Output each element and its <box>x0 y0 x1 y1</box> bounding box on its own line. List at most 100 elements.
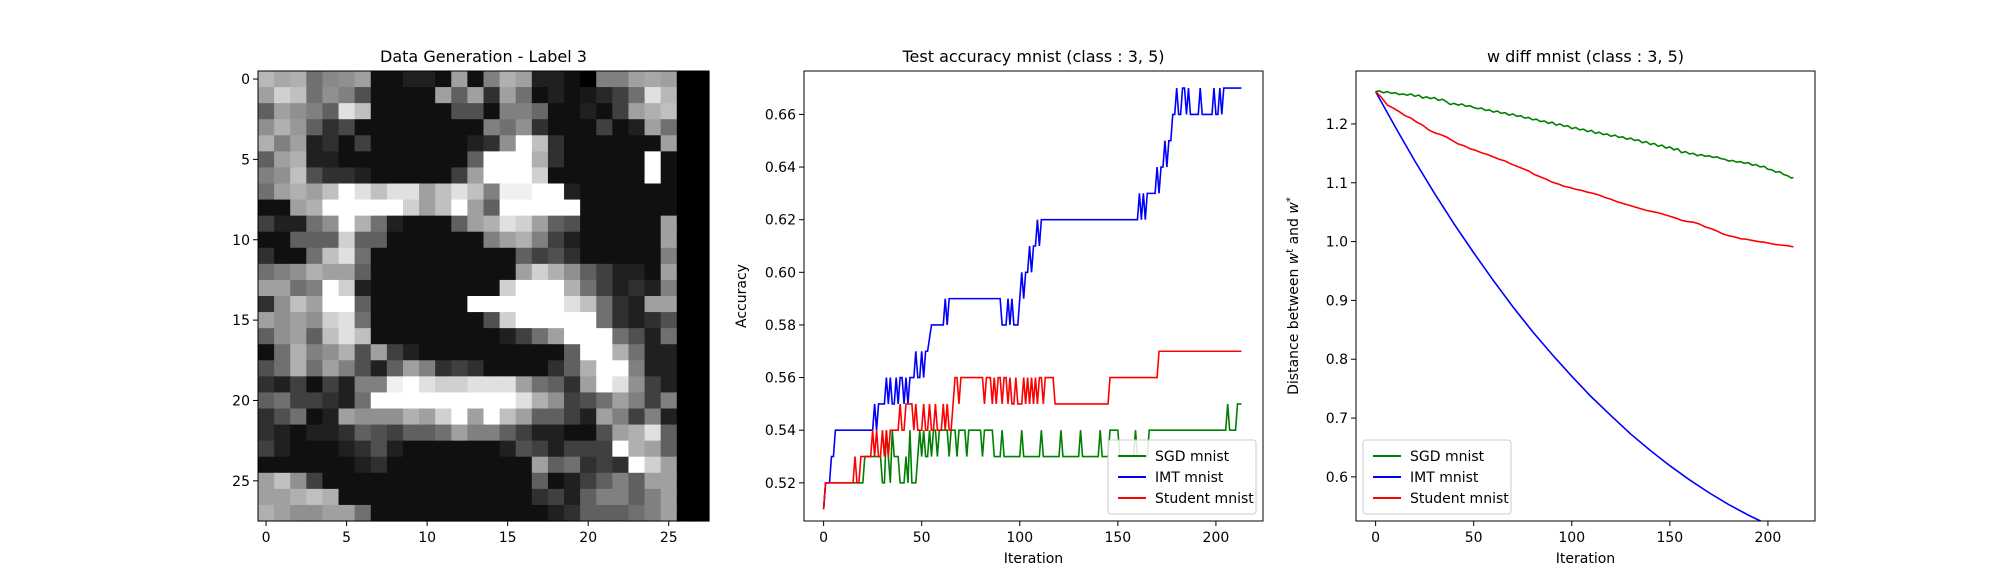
pixel <box>676 119 694 136</box>
pixel <box>676 392 694 410</box>
pixel <box>596 360 613 377</box>
pixel <box>564 472 581 490</box>
pixel <box>676 456 694 474</box>
y-tick-label: 1.2 <box>1326 117 1348 133</box>
pixel <box>370 151 388 169</box>
pixel <box>290 328 307 345</box>
pixel <box>692 135 710 152</box>
wdiff-x-label: Iteration <box>1556 551 1615 567</box>
pixel <box>354 360 372 377</box>
pixel <box>676 167 694 185</box>
pixel <box>386 328 404 345</box>
pixel <box>354 71 372 88</box>
pixel <box>580 296 597 313</box>
pixel <box>402 71 420 88</box>
pixel <box>419 183 436 201</box>
pixel <box>692 504 710 522</box>
pixel <box>580 312 597 329</box>
pixel <box>274 488 291 506</box>
pixel <box>451 279 468 297</box>
pixel <box>386 279 404 297</box>
pixel <box>547 344 565 361</box>
pixel <box>580 119 597 136</box>
legend-label: Student mnist <box>1410 491 1509 507</box>
pixel <box>451 456 468 474</box>
pixel <box>499 167 517 185</box>
pixel <box>322 504 340 522</box>
pixel <box>338 440 356 458</box>
pixel <box>547 392 565 410</box>
pixel <box>451 119 468 136</box>
pixel <box>306 199 324 217</box>
pixel <box>531 103 549 120</box>
pixel <box>354 312 372 329</box>
x-tick-label: 20 <box>579 530 597 546</box>
pixel <box>531 119 549 136</box>
pixel <box>370 344 388 361</box>
pixel <box>467 472 485 490</box>
pixel <box>515 263 533 281</box>
pixel <box>547 312 565 329</box>
pixel <box>402 215 420 233</box>
pixel <box>612 247 630 265</box>
pixel <box>515 328 533 345</box>
y-tick-label: 1.0 <box>1326 235 1348 251</box>
pixel <box>274 440 291 458</box>
y-tick-label: 0.8 <box>1326 352 1348 368</box>
pixel <box>274 504 291 522</box>
pixel <box>338 71 356 88</box>
pixel <box>338 151 356 169</box>
pixel <box>290 103 307 120</box>
pixel <box>483 344 501 361</box>
pixel <box>628 360 646 377</box>
pixel <box>274 263 291 281</box>
pixel <box>531 151 549 169</box>
pixel <box>386 87 404 104</box>
pixel <box>451 440 468 458</box>
pixel <box>547 231 565 249</box>
pixel <box>612 328 630 345</box>
pixel <box>483 472 501 490</box>
pixel <box>515 135 533 152</box>
pixel <box>676 488 694 506</box>
x-tick-label: 10 <box>418 530 436 546</box>
pixel <box>290 376 307 394</box>
pixel <box>402 424 420 442</box>
pixel <box>354 488 372 506</box>
pixel <box>596 504 613 522</box>
pixel <box>644 231 662 249</box>
y-tick-label: 0.6 <box>1326 470 1348 486</box>
pixel <box>435 424 452 442</box>
pixel <box>660 247 678 265</box>
pixel <box>435 135 452 152</box>
pixel <box>547 296 565 313</box>
pixel <box>628 376 646 394</box>
pixel <box>258 119 275 136</box>
pixel <box>338 247 356 265</box>
legend-label: SGD mnist <box>1155 449 1230 465</box>
pixel <box>370 296 388 313</box>
pixel <box>531 87 549 104</box>
y-tick-label: 15 <box>232 313 250 329</box>
pixel <box>306 119 324 136</box>
x-tick-label: 100 <box>1558 530 1585 546</box>
pixel <box>354 279 372 297</box>
pixel <box>547 360 565 377</box>
pixel <box>290 392 307 410</box>
pixel <box>274 151 291 169</box>
pixel <box>692 183 710 201</box>
pixel <box>467 296 485 313</box>
pixel <box>338 103 356 120</box>
pixel <box>467 215 485 233</box>
pixel <box>612 424 630 442</box>
pixel <box>596 135 613 152</box>
y-tick-label: 0.7 <box>1326 411 1348 427</box>
pixel <box>402 344 420 361</box>
pixel <box>402 456 420 474</box>
pixel <box>290 135 307 152</box>
pixel <box>274 103 291 120</box>
pixel <box>564 408 581 426</box>
pixel <box>564 183 581 201</box>
pixel <box>483 488 501 506</box>
pixel <box>692 312 710 329</box>
